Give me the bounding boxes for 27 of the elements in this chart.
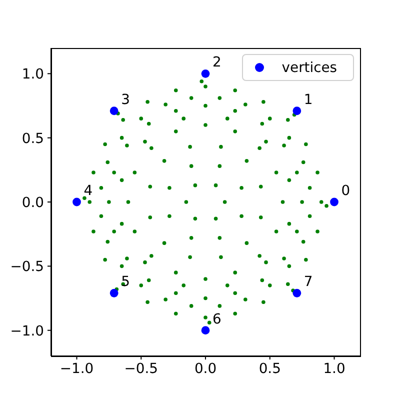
y-tick-label: 1.0 — [22, 66, 44, 83]
annotation: 5 — [121, 274, 130, 290]
x-tick-label: −1.0 — [60, 360, 94, 377]
point — [110, 288, 118, 298]
annotation: 0 — [341, 183, 350, 199]
y-tick-label: 0.0 — [22, 194, 44, 211]
annotation: 7 — [304, 274, 313, 290]
point — [330, 198, 338, 206]
y-tick-label: −0.5 — [10, 259, 44, 276]
point — [110, 106, 118, 116]
annotation: 4 — [84, 183, 93, 199]
legend-label: vertices — [282, 60, 337, 76]
y-tick-label: 0.5 — [22, 130, 44, 147]
x-tick-label: 0.0 — [194, 360, 217, 377]
x-tick-label: 0.5 — [258, 360, 281, 377]
x-tick-label: 1.0 — [323, 360, 346, 377]
annotation: 3 — [121, 92, 130, 108]
point — [292, 288, 302, 298]
point — [201, 69, 210, 78]
point — [201, 326, 210, 335]
x-tick-label: −0.5 — [124, 360, 158, 377]
annotation: 6 — [212, 311, 222, 328]
point — [292, 106, 302, 116]
annotation: 1 — [304, 92, 313, 108]
y-tick-label: −1.0 — [10, 323, 44, 340]
annotation: 2 — [212, 54, 222, 71]
point — [72, 198, 81, 206]
